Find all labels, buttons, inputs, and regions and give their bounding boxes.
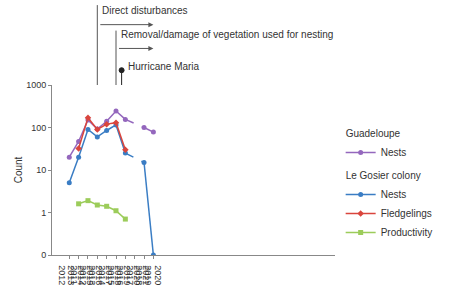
svg-text:Nests: Nests (381, 147, 407, 158)
svg-text:20162017: 20162017 (104, 265, 126, 285)
svg-text:20152016: 20152016 (94, 265, 116, 285)
svg-text:Le Gosier colony: Le Gosier colony (346, 170, 421, 181)
svg-text:Guadeloupe: Guadeloupe (346, 128, 401, 139)
svg-text:20192020: 20192020 (132, 265, 154, 285)
svg-text:20182019: 20182019 (122, 265, 144, 285)
svg-text:20132014: 20132014 (76, 265, 98, 285)
svg-text:0: 0 (41, 250, 46, 260)
svg-text:20122013: 20122013 (66, 265, 88, 285)
svg-text:Hurricane Maria: Hurricane Maria (128, 61, 200, 72)
svg-text:100: 100 (31, 123, 46, 133)
svg-text:Removal/damage of vegetation u: Removal/damage of vegetation used for ne… (121, 29, 333, 40)
svg-text:20172018: 20172018 (113, 265, 135, 285)
svg-text:10: 10 (36, 165, 46, 175)
svg-text:Productivity: Productivity (381, 227, 433, 238)
svg-text:1000: 1000 (26, 80, 46, 90)
svg-text:Nests: Nests (381, 189, 407, 200)
svg-text:20202021: 20202021 (141, 265, 163, 285)
svg-text:Fledgelings: Fledgelings (381, 208, 432, 219)
svg-text:20112012: 20112012 (57, 265, 79, 285)
svg-text:20142015: 20142015 (85, 265, 107, 285)
svg-text:1: 1 (41, 208, 46, 218)
svg-text:Count: Count (13, 156, 24, 183)
svg-text:Direct disturbances: Direct disturbances (102, 5, 188, 16)
